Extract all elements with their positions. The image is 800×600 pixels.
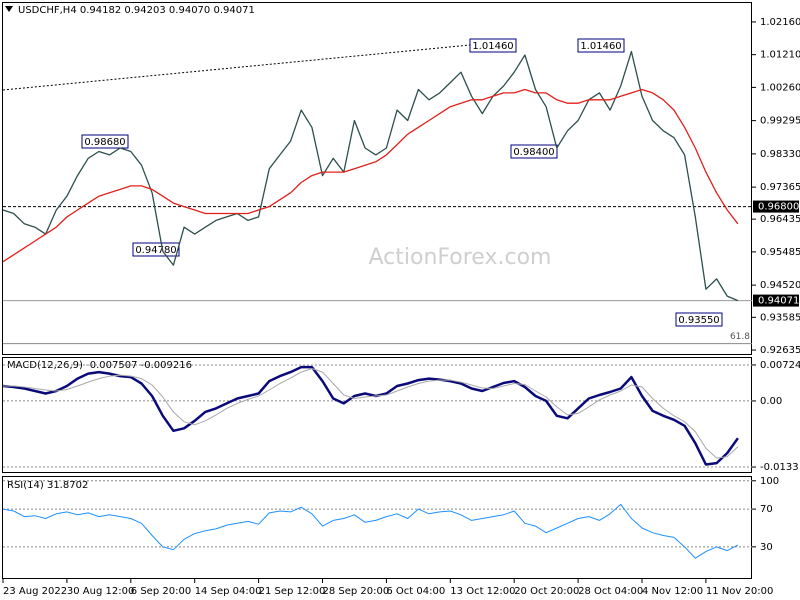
macd-title: MACD(12,26,9) -0.007507 -0.009216 xyxy=(7,360,192,371)
annotation-box xyxy=(577,38,625,53)
level-label: 0.96800 xyxy=(758,202,799,213)
level-box xyxy=(753,200,799,213)
rsi-title: RSI(14) 31.8702 xyxy=(7,480,88,491)
fib-label: 61.8 xyxy=(730,332,750,342)
y-tick-label: 30 xyxy=(760,542,773,553)
series-line xyxy=(2,88,739,263)
x-tick-label: 6 Oct 04:00 xyxy=(386,586,445,597)
y-tick-label: 1.00260 xyxy=(760,82,800,93)
y-tick-label: 0.96435 xyxy=(760,214,800,225)
annotation-box xyxy=(81,134,129,149)
series-line xyxy=(2,503,739,559)
series-line xyxy=(2,365,739,466)
x-tick-label: 30 Aug 12:00 xyxy=(67,586,134,597)
y-tick-label: 0.97365 xyxy=(760,182,800,193)
annotation-label: 0.98680 xyxy=(84,137,125,148)
macd-pane xyxy=(2,357,752,473)
annotation-label: 0.94780 xyxy=(135,245,176,256)
level-label: 0.94071 xyxy=(758,296,799,307)
annotation-label: 0.93550 xyxy=(678,315,719,326)
x-tick-label: 6 Sep 20:00 xyxy=(131,586,191,597)
y-tick-label: 0.00 xyxy=(760,396,782,407)
y-tick-label: -0.0133 xyxy=(760,462,799,473)
y-tick-label: 0.99295 xyxy=(760,116,800,127)
price-pane xyxy=(2,2,752,355)
annotation-box xyxy=(469,38,517,53)
header: USDCHF,H4 0.94182 0.94203 0.94070 0.9407… xyxy=(18,5,255,16)
pane-icon xyxy=(5,6,13,12)
annotation-label: 0.98400 xyxy=(513,147,554,158)
y-tick-label: 0.93585 xyxy=(760,312,800,323)
annotation-box xyxy=(675,312,723,327)
y-tick-label: 100 xyxy=(760,476,779,487)
x-tick-label: 23 Aug 2022 xyxy=(3,586,67,597)
annotation-label: 1.01460 xyxy=(472,41,513,52)
x-tick-label: 28 Sep 20:00 xyxy=(323,586,390,597)
series-line xyxy=(3,368,739,459)
y-tick-label: 70 xyxy=(760,504,773,515)
y-tick-label: 1.02160 xyxy=(760,17,800,28)
x-tick-label: 11 Nov 20:00 xyxy=(706,586,773,597)
y-tick-label: 0.98330 xyxy=(760,149,800,160)
x-tick-label: 14 Sep 04:00 xyxy=(195,586,262,597)
y-tick-label: 1.01210 xyxy=(760,50,800,61)
level-box xyxy=(753,294,799,307)
x-tick-label: 28 Oct 04:00 xyxy=(578,586,643,597)
y-tick-label: 0.94520 xyxy=(760,280,800,291)
x-tick-label: 20 Oct 20:00 xyxy=(514,586,579,597)
y-tick-label: 0.00724 xyxy=(760,360,800,371)
annotation-label: 1.01460 xyxy=(580,41,621,52)
annotation-box xyxy=(510,144,558,159)
watermark: ActionForex.com xyxy=(369,245,552,270)
x-tick-label: 13 Oct 12:00 xyxy=(450,586,515,597)
y-tick-label: 0.95485 xyxy=(760,247,800,258)
x-tick-label: 4 Nov 12:00 xyxy=(642,586,703,597)
y-tick-label: 0.92635 xyxy=(760,345,800,356)
annotation-box xyxy=(132,242,180,257)
rsi-pane xyxy=(2,476,752,579)
x-tick-label: 21 Sep 12:00 xyxy=(259,586,326,597)
